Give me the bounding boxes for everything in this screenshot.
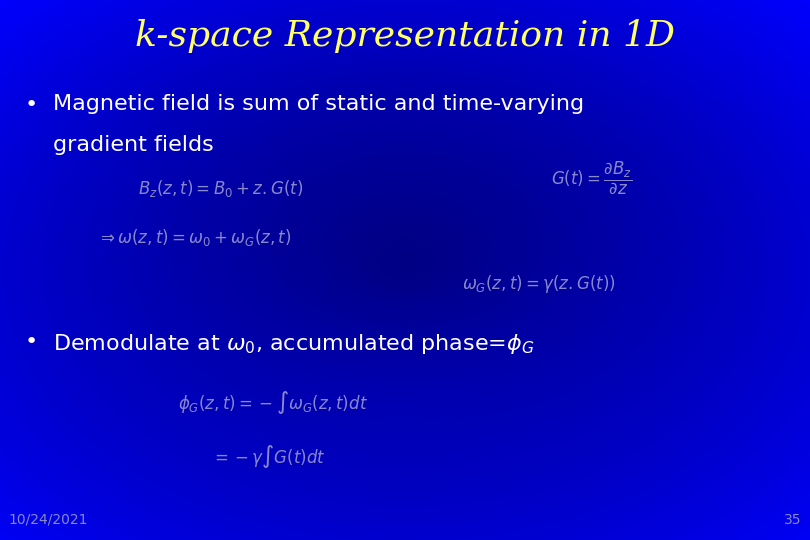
Text: Demodulate at $\omega_0$, accumulated phase=$\phi_G$: Demodulate at $\omega_0$, accumulated ph… [53, 332, 534, 356]
Text: •: • [24, 94, 37, 114]
Text: $\omega_G(z,t) = \gamma(z.G(t))$: $\omega_G(z,t) = \gamma(z.G(t))$ [462, 273, 616, 295]
Text: $\phi_G(z,t) = -\int\omega_G(z,t)dt$: $\phi_G(z,t) = -\int\omega_G(z,t)dt$ [178, 389, 369, 416]
Text: $= -\gamma\int G(t)dt$: $= -\gamma\int G(t)dt$ [211, 443, 326, 470]
Text: $G(t) = \dfrac{\partial B_z}{\partial z}$: $G(t) = \dfrac{\partial B_z}{\partial z}… [551, 159, 632, 195]
Text: 10/24/2021: 10/24/2021 [8, 512, 87, 526]
Text: Magnetic field is sum of static and time-varying: Magnetic field is sum of static and time… [53, 94, 584, 114]
Text: •: • [24, 332, 37, 352]
Text: gradient fields: gradient fields [53, 135, 213, 155]
Text: $B_z(z,t) = B_0 + z.G(t)$: $B_z(z,t) = B_0 + z.G(t)$ [138, 178, 303, 199]
Text: k-space Representation in 1D: k-space Representation in 1D [135, 19, 675, 53]
Text: 35: 35 [784, 512, 802, 526]
Text: $\Rightarrow \omega(z,t) = \omega_0 + \omega_G(z,t)$: $\Rightarrow \omega(z,t) = \omega_0 + \o… [97, 227, 292, 248]
